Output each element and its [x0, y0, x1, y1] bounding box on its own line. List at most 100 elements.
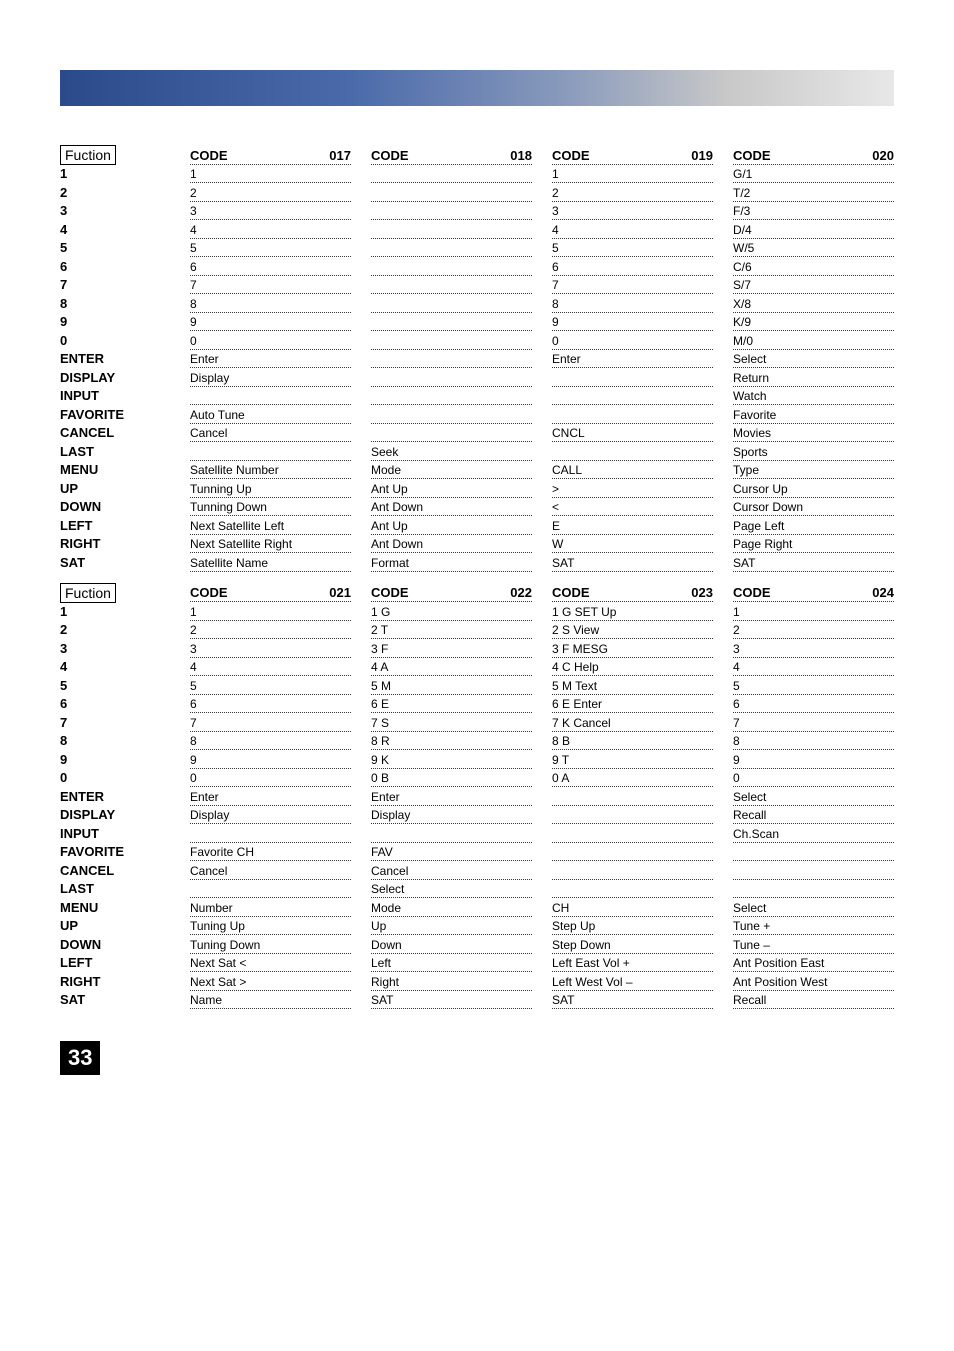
code-cell: Tunning Up	[190, 479, 351, 498]
code-cell: 7	[552, 276, 713, 295]
code-cell	[552, 368, 713, 387]
code-header: CODE022	[371, 584, 532, 603]
code-cell: Auto Tune	[190, 405, 351, 424]
code-cell	[733, 861, 894, 880]
code-cell: Select	[733, 350, 894, 369]
code-label: CODE	[552, 585, 590, 600]
row-labels-col: Fuction 1 2 3 4 5 6 7 8 9 0 ENTER DISPLA…	[60, 146, 190, 572]
code-cell: Favorite CH	[190, 843, 351, 862]
row-label: LEFT	[60, 954, 190, 973]
code-cell	[371, 405, 532, 424]
row-label: 9	[60, 750, 190, 769]
code-cell: Display	[190, 806, 351, 825]
code-cell: Satellite Number	[190, 461, 351, 480]
code-cell: D/4	[733, 220, 894, 239]
code-cell	[552, 405, 713, 424]
code-label: CODE	[552, 148, 590, 163]
code-cell: 6	[190, 695, 351, 714]
row-label: DOWN	[60, 935, 190, 954]
code-cell	[371, 239, 532, 258]
code-cell: 9	[733, 750, 894, 769]
row-label: RIGHT	[60, 972, 190, 991]
code-cell: 0 A	[552, 769, 713, 788]
code-cell: 3 F	[371, 639, 532, 658]
code-cell: Enter	[190, 787, 351, 806]
code-cell: Movies	[733, 424, 894, 443]
row-label: 5	[60, 239, 190, 258]
code-cell: Tuning Up	[190, 917, 351, 936]
code-cell	[371, 387, 532, 406]
code-cell: G/1	[733, 165, 894, 184]
code-cell: 6	[733, 695, 894, 714]
code-cell: 4	[552, 220, 713, 239]
row-label: 4	[60, 220, 190, 239]
code-cell	[190, 442, 351, 461]
code-cell: Return	[733, 368, 894, 387]
row-label: 4	[60, 658, 190, 677]
row-label: 5	[60, 676, 190, 695]
code-cell: Recall	[733, 806, 894, 825]
row-label: 7	[60, 713, 190, 732]
code-number: 017	[329, 148, 351, 163]
code-cell: Name	[190, 991, 351, 1010]
code-cell: 1 G SET Up	[552, 602, 713, 621]
code-cell: 4	[190, 658, 351, 677]
code-cell	[371, 276, 532, 295]
code-cell: Tune +	[733, 917, 894, 936]
code-cell: 8	[733, 732, 894, 751]
code-column: CODE0191234567890EnterCNCLCALL><EWSAT	[552, 146, 713, 572]
code-cell: Seek	[371, 442, 532, 461]
code-header: CODE018	[371, 146, 532, 165]
code-cell	[552, 843, 713, 862]
code-cell: 2 S View	[552, 621, 713, 640]
code-cell: Display	[190, 368, 351, 387]
code-cell: SAT	[371, 991, 532, 1010]
row-label: 8	[60, 732, 190, 751]
code-cell: 1	[190, 165, 351, 184]
code-header: CODE017	[190, 146, 351, 165]
code-cell: 8	[190, 732, 351, 751]
code-cell: 4 C Help	[552, 658, 713, 677]
code-label: CODE	[371, 148, 409, 163]
code-cell: Tuning Down	[190, 935, 351, 954]
code-column: CODE0211234567890EnterDisplayFavorite CH…	[190, 584, 351, 1010]
code-cell	[733, 843, 894, 862]
code-column: CODE0241234567890SelectRecallCh.ScanSele…	[733, 584, 894, 1010]
code-cell: 3 F MESG	[552, 639, 713, 658]
row-label: 2	[60, 183, 190, 202]
code-cell: Left East Vol +	[552, 954, 713, 973]
code-cell: Ch.Scan	[733, 824, 894, 843]
code-cell: 7	[733, 713, 894, 732]
row-label: MENU	[60, 461, 190, 480]
code-cell	[552, 824, 713, 843]
code-cell: 1 G	[371, 602, 532, 621]
code-cell: 5	[552, 239, 713, 258]
code-cell: Enter	[371, 787, 532, 806]
code-column: CODE020G/1T/2F/3D/4W/5C/6S/7X/8K/9M/0Sel…	[733, 146, 894, 572]
code-cell: Display	[371, 806, 532, 825]
code-cell	[371, 824, 532, 843]
code-header: CODE021	[190, 584, 351, 603]
code-cell: 0 B	[371, 769, 532, 788]
code-cell: 8	[190, 294, 351, 313]
code-cell: 4 A	[371, 658, 532, 677]
code-cell: Ant Position West	[733, 972, 894, 991]
code-cell: 5	[733, 676, 894, 695]
code-cell: 8	[552, 294, 713, 313]
code-cell: 7	[190, 713, 351, 732]
code-cell: Format	[371, 553, 532, 572]
code-cell: 2 T	[371, 621, 532, 640]
code-cell: Tunning Down	[190, 498, 351, 517]
code-cell: 5 M Text	[552, 676, 713, 695]
code-cell: Left	[371, 954, 532, 973]
code-cell: Ant Down	[371, 535, 532, 554]
code-cell: SAT	[552, 553, 713, 572]
code-cell: K/9	[733, 313, 894, 332]
code-cell: 4	[190, 220, 351, 239]
code-cell: M/0	[733, 331, 894, 350]
row-label: LEFT	[60, 516, 190, 535]
row-label: DISPLAY	[60, 368, 190, 387]
row-label: LAST	[60, 880, 190, 899]
code-cell	[190, 387, 351, 406]
code-cell: 9 K	[371, 750, 532, 769]
